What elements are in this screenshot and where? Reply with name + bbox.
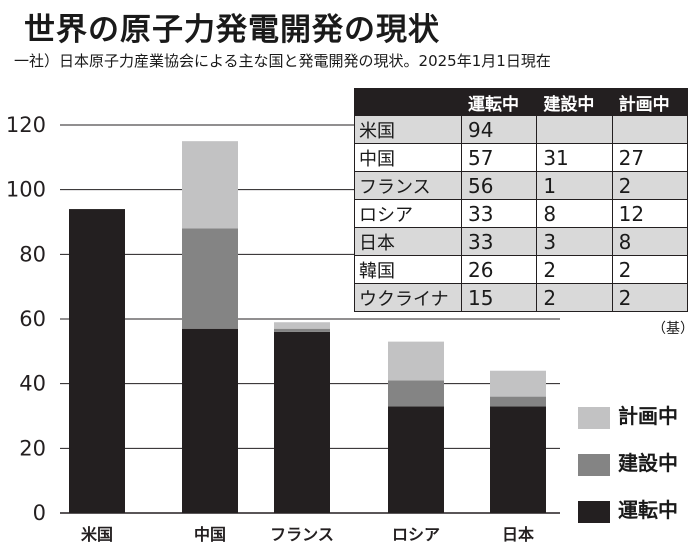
table-cell-count: 94: [460, 115, 538, 144]
table-cell-count: 8: [611, 227, 689, 256]
legend-label-planned: 計画中: [618, 404, 678, 428]
table-cell-count: 26: [460, 255, 538, 284]
table-row-country: 日本: [354, 227, 462, 256]
table-row-country: フランス: [354, 171, 462, 200]
bar-operating: [182, 328, 238, 513]
x-tick-label: ロシア: [392, 525, 440, 544]
table-header-row: 運転中 建設中 計画中: [354, 88, 689, 116]
table-row: 韓国 26 2 2: [354, 255, 689, 284]
x-tick-label: 中国: [194, 525, 226, 544]
table-row: ロシア 33 8 12: [354, 199, 689, 228]
legend-swatch-operating: [578, 500, 610, 523]
bar-construction: [388, 380, 444, 407]
table-cell-count: 27: [611, 143, 689, 172]
table-row: 米国 94: [354, 115, 689, 144]
table-row: 日本 33 3 8: [354, 227, 689, 256]
table-cell-count: 3: [536, 227, 613, 256]
data-table: 運転中 建設中 計画中 米国 94 中国 57 31 27 フランス 56 1 2 ロシア 33 8 12 日本…: [354, 88, 689, 312]
bar-construction: [182, 228, 238, 329]
bar-construction: [490, 396, 546, 407]
y-tick-label: 80: [19, 242, 46, 266]
legend-swatch-planned: [578, 406, 610, 429]
legend-item-planned: 計画中: [578, 400, 678, 429]
table-header-cell: 計画中: [611, 88, 689, 116]
table-row-country: 韓国: [354, 255, 462, 284]
table-row: ウクライナ 15 2 2: [354, 283, 689, 312]
bar-operating: [388, 406, 444, 513]
bar-planned: [182, 141, 238, 229]
table-body: 米国 94 中国 57 31 27 フランス 56 1 2 ロシア 33 8 12 日本 33 3 8 韓国 26 2 2…: [354, 115, 689, 312]
table-cell-count: 56: [460, 171, 538, 200]
table-cell-count: 2: [536, 255, 613, 284]
table-cell-count: 2: [611, 283, 689, 312]
bar-operating: [274, 331, 330, 513]
table-cell-count: 2: [611, 171, 689, 200]
legend-label-construction: 建設中: [618, 451, 678, 475]
bar-construction: [274, 328, 330, 332]
unit-label: （基）: [652, 321, 694, 337]
y-tick-label: 40: [19, 372, 46, 396]
table-row-country: ロシア: [354, 199, 462, 228]
x-tick-label: 日本: [502, 525, 534, 544]
table-cell-count: 2: [536, 283, 613, 312]
bar-operating: [490, 406, 546, 513]
table-header-cell: 建設中: [536, 88, 613, 116]
table-row-country: ウクライナ: [354, 283, 462, 312]
x-tick-label: 米国: [81, 525, 113, 544]
x-tick-label: フランス: [270, 525, 334, 544]
y-tick-label: 120: [6, 113, 46, 137]
table-cell-count: [611, 115, 689, 144]
table-cell-count: 33: [460, 227, 538, 256]
bar-planned: [274, 322, 330, 329]
table-cell-count: 57: [460, 143, 538, 172]
table-row: フランス 56 1 2: [354, 171, 689, 200]
table-cell-count: 2: [611, 255, 689, 284]
y-tick-label: 100: [6, 178, 46, 202]
bar-operating: [69, 209, 125, 514]
chart-title: 世界の原子力発電開発の現状: [24, 12, 440, 48]
table-header-cell: 運転中: [460, 88, 538, 116]
y-tick-label: 20: [19, 436, 46, 460]
bar-planned: [490, 370, 546, 397]
table-row: 中国 57 31 27: [354, 143, 689, 172]
legend-swatch-construction: [578, 453, 610, 476]
y-tick-label: 0: [33, 501, 46, 525]
table-cell-count: 33: [460, 199, 538, 228]
bar-planned: [388, 341, 444, 381]
table-cell-count: 1: [536, 171, 613, 200]
table-row-country: 中国: [354, 143, 462, 172]
table-cell-count: 15: [460, 283, 538, 312]
table-cell-count: [536, 115, 613, 144]
legend-label-operating: 運転中: [618, 498, 678, 522]
legend-item-operating: 運転中: [578, 494, 678, 523]
table-cell-count: 12: [611, 199, 689, 228]
y-tick-label: 60: [19, 307, 46, 331]
table-row-country: 米国: [354, 115, 462, 144]
table-cell-count: 8: [536, 199, 613, 228]
source-note: 一社）日本原子力産業協会による主な国と発電開発の現状。2025年1月1日現在: [14, 52, 551, 70]
table-header-corner: [354, 88, 462, 116]
table-cell-count: 31: [536, 143, 613, 172]
legend-item-construction: 建設中: [578, 447, 678, 476]
